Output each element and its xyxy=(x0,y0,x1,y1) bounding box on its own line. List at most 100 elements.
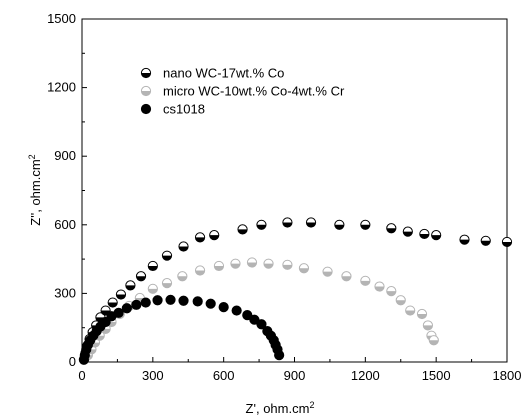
series-1-point xyxy=(135,271,147,282)
series-2-point-half-fill xyxy=(162,283,172,288)
series-1-point xyxy=(431,229,442,241)
x-tick-label: 1200 xyxy=(351,368,380,383)
legend-marker-1 xyxy=(140,67,152,79)
series-3 xyxy=(78,294,285,365)
series-3-point xyxy=(242,310,253,321)
series-2-point-half-fill xyxy=(230,263,241,269)
series-1-point-half-fill xyxy=(116,294,126,300)
series-3-point xyxy=(249,314,260,325)
x-axis-ticks xyxy=(81,357,508,362)
series-1-point-half-fill xyxy=(148,265,158,271)
legend-marker-1-half-fill xyxy=(141,73,151,78)
series-1-point-half-fill xyxy=(162,255,172,261)
series-3-point-dot xyxy=(231,305,242,316)
series-3-point xyxy=(152,295,163,306)
series-2-point xyxy=(360,275,371,286)
x-axis-tick-labels: 0 300 600 900 1200 1500 1800 xyxy=(78,368,521,383)
series-3-point-dot xyxy=(131,299,142,310)
series-1-point-half-fill xyxy=(502,241,512,247)
series-3-point xyxy=(205,298,216,309)
series-2-point-half-fill xyxy=(386,291,396,296)
series-2-point-half-fill xyxy=(341,276,352,281)
series-1-point xyxy=(209,229,220,241)
series-1-point xyxy=(334,219,345,230)
series-2-point-half-fill xyxy=(148,288,158,294)
series-2-point xyxy=(422,320,434,331)
series-3-point xyxy=(192,296,203,307)
series-2-point xyxy=(246,257,258,268)
x-axis-title-sup: 2 xyxy=(309,400,314,410)
series-1-point-half-fill xyxy=(419,233,429,239)
series-2-point-half-fill xyxy=(263,263,274,269)
series-2-point xyxy=(341,271,352,282)
y-tick-label: 1200 xyxy=(47,80,76,95)
data-series xyxy=(78,217,513,365)
legend-marker-3-dot xyxy=(140,103,152,115)
series-3-point-dot xyxy=(274,350,285,361)
series-1-point-half-fill xyxy=(108,302,118,308)
series-3-point-dot xyxy=(178,295,189,306)
legend-marker-2-half-fill xyxy=(141,91,151,96)
series-2-point xyxy=(230,258,241,269)
series-3-point xyxy=(256,319,267,330)
series-1-point-half-fill xyxy=(136,276,146,281)
series-1-point-half-fill xyxy=(403,231,413,237)
series-2-point-half-fill xyxy=(396,300,406,305)
series-3-point-dot xyxy=(121,303,132,314)
series-2-point xyxy=(386,286,397,297)
series-3-point-dot xyxy=(205,298,216,309)
series-3-point xyxy=(131,299,142,310)
series-1-point-half-fill xyxy=(481,240,491,246)
series-3-point-dot xyxy=(165,294,176,305)
legend-label-2: micro WC-10wt.% Co-4wt.% Cr xyxy=(163,84,345,99)
series-1-point xyxy=(237,224,248,235)
y-axis-ticks xyxy=(82,18,87,363)
series-2-point xyxy=(405,305,416,316)
series-1-point xyxy=(419,228,430,240)
series-1-point xyxy=(282,217,293,228)
x-tick-label: 0 xyxy=(78,368,85,383)
series-1-point xyxy=(480,235,491,246)
legend-marker-3 xyxy=(140,103,152,115)
y-tick-label: 300 xyxy=(54,285,76,300)
legend: nano WC-17wt.% Co micro WC-10wt.% Co-4wt.… xyxy=(140,66,345,117)
series-2-point-half-fill xyxy=(405,310,415,316)
y-tick-label: 0 xyxy=(69,354,76,369)
series-2-point xyxy=(298,263,310,274)
series-1-point xyxy=(147,260,158,272)
series-1-point-half-fill xyxy=(306,222,316,228)
series-2-point-half-fill xyxy=(195,270,205,276)
y-axis-title-sup: 2 xyxy=(27,154,37,159)
series-1-point xyxy=(256,219,267,230)
series-1-point-half-fill xyxy=(386,228,396,233)
x-tick-label: 900 xyxy=(284,368,306,383)
series-3-point xyxy=(178,295,189,306)
series-2-point-half-fill xyxy=(214,265,224,271)
y-axis-title-text: Z'', ohm.cm xyxy=(28,159,43,225)
series-3-point xyxy=(231,305,242,316)
series-1-point xyxy=(107,297,118,308)
series-3-point xyxy=(274,350,285,361)
series-2-point-half-fill xyxy=(374,286,385,292)
x-axis-title-text: Z', ohm.cm xyxy=(246,401,310,416)
series-2-point xyxy=(194,265,206,276)
series-3-point-dot xyxy=(192,296,203,307)
y-tick-label: 600 xyxy=(54,217,76,232)
series-1-point xyxy=(459,234,470,245)
series-2-point xyxy=(263,258,274,269)
series-1-point xyxy=(305,217,317,228)
series-2-point-half-fill xyxy=(247,262,257,268)
series-3-point-dot xyxy=(140,297,151,308)
y-axis-tick-labels: 0 300 600 900 1200 1500 xyxy=(47,11,76,369)
y-axis-title: Z'', ohm.cm2 xyxy=(27,154,43,225)
series-1-point xyxy=(178,241,189,252)
series-1-point xyxy=(501,236,513,248)
series-1-point xyxy=(125,280,136,291)
series-1-point xyxy=(402,226,413,237)
series-1-point-half-fill xyxy=(209,235,219,240)
series-3-point-dot xyxy=(249,314,260,325)
series-2-point xyxy=(213,260,225,272)
series-3-point xyxy=(165,294,176,305)
y-tick-label: 900 xyxy=(54,148,76,163)
